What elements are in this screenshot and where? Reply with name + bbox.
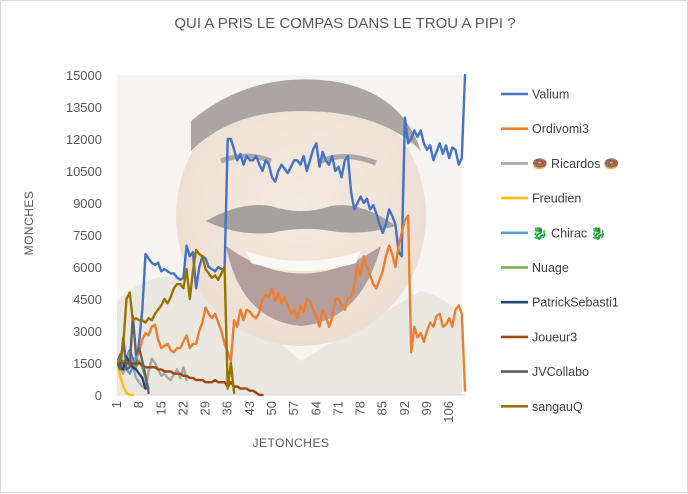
legend-label: Freudien bbox=[532, 192, 581, 206]
x-tick-label: 71 bbox=[330, 401, 345, 415]
x-tick-label: 8 bbox=[131, 401, 146, 408]
y-tick-label: 6000 bbox=[73, 260, 102, 275]
legend-label: 🐉 Chirac 🐉 bbox=[532, 225, 606, 240]
x-tick-label: 36 bbox=[220, 401, 235, 415]
x-tick-label: 64 bbox=[308, 401, 323, 415]
legend-label: sangauQ bbox=[532, 400, 583, 414]
series-line-9 bbox=[117, 248, 236, 395]
x-tick-label: 78 bbox=[353, 401, 368, 415]
x-tick-label: 50 bbox=[264, 401, 279, 415]
y-tick-label: 0 bbox=[95, 388, 102, 403]
photo-sweater bbox=[117, 276, 462, 395]
y-axis-ticks: 0 1500 3000 4500 6000 7500 9000 10500 12000 13500… bbox=[66, 68, 102, 403]
series-line-2 bbox=[117, 351, 188, 390]
series-line-6 bbox=[117, 355, 147, 390]
legend-label: JVCollabo bbox=[532, 365, 589, 379]
legend-label: Nuage bbox=[532, 261, 569, 275]
x-axis-title: JETONCHES bbox=[253, 436, 330, 450]
legend-label: Joueur3 bbox=[532, 330, 577, 344]
y-tick-label: 7500 bbox=[73, 228, 102, 243]
x-tick-label: 57 bbox=[286, 401, 301, 415]
x-tick-label: 15 bbox=[153, 401, 168, 415]
x-tick-label: 92 bbox=[397, 401, 412, 415]
series-line-0 bbox=[117, 73, 467, 371]
series-line-1 bbox=[117, 214, 467, 392]
y-tick-label: 4500 bbox=[73, 292, 102, 307]
y-tick-label: 10500 bbox=[66, 164, 102, 179]
legend-label: Valium bbox=[532, 88, 569, 102]
photo-mustache bbox=[206, 205, 396, 234]
photo-hair bbox=[191, 79, 421, 151]
x-tick-label: 99 bbox=[419, 401, 434, 415]
series-line-7 bbox=[117, 361, 264, 397]
legend-label: PatrickSebasti1 bbox=[532, 296, 619, 310]
y-tick-label: 12000 bbox=[66, 132, 102, 147]
x-tick-label: 22 bbox=[175, 401, 190, 415]
y-axis-title: MONCHES bbox=[22, 191, 36, 256]
x-tick-label: 1 bbox=[109, 401, 124, 408]
series-line-3 bbox=[117, 361, 135, 397]
x-tick-label: 43 bbox=[242, 401, 257, 415]
x-tick-label: 85 bbox=[375, 401, 390, 415]
y-tick-label: 13500 bbox=[66, 100, 102, 115]
legend-label: Ordivomi3 bbox=[532, 122, 589, 136]
x-axis-ticks: 1 8 15 22 29 36 43 50 57 64 71 78 85 92 99 106 bbox=[109, 401, 456, 423]
y-tick-label: 15000 bbox=[66, 68, 102, 83]
photo-face bbox=[176, 86, 426, 346]
series-lines bbox=[117, 73, 467, 397]
legend: Valium Ordivomi3 🍩 Ricardos 🍩 Freudien 🐉 Chi… bbox=[501, 88, 620, 414]
x-tick-label: 106 bbox=[441, 401, 456, 423]
legend-label: 🍩 Ricardos 🍩 bbox=[532, 157, 620, 171]
photo-teeth bbox=[246, 251, 361, 271]
y-tick-label: 1500 bbox=[73, 356, 102, 371]
chart-title: QUI A PRIS LE COMPAS DANS LE TROU A PIPI… bbox=[174, 15, 515, 32]
y-tick-label: 3000 bbox=[73, 324, 102, 339]
y-tick-label: 9000 bbox=[73, 196, 102, 211]
x-tick-label: 29 bbox=[198, 401, 213, 415]
